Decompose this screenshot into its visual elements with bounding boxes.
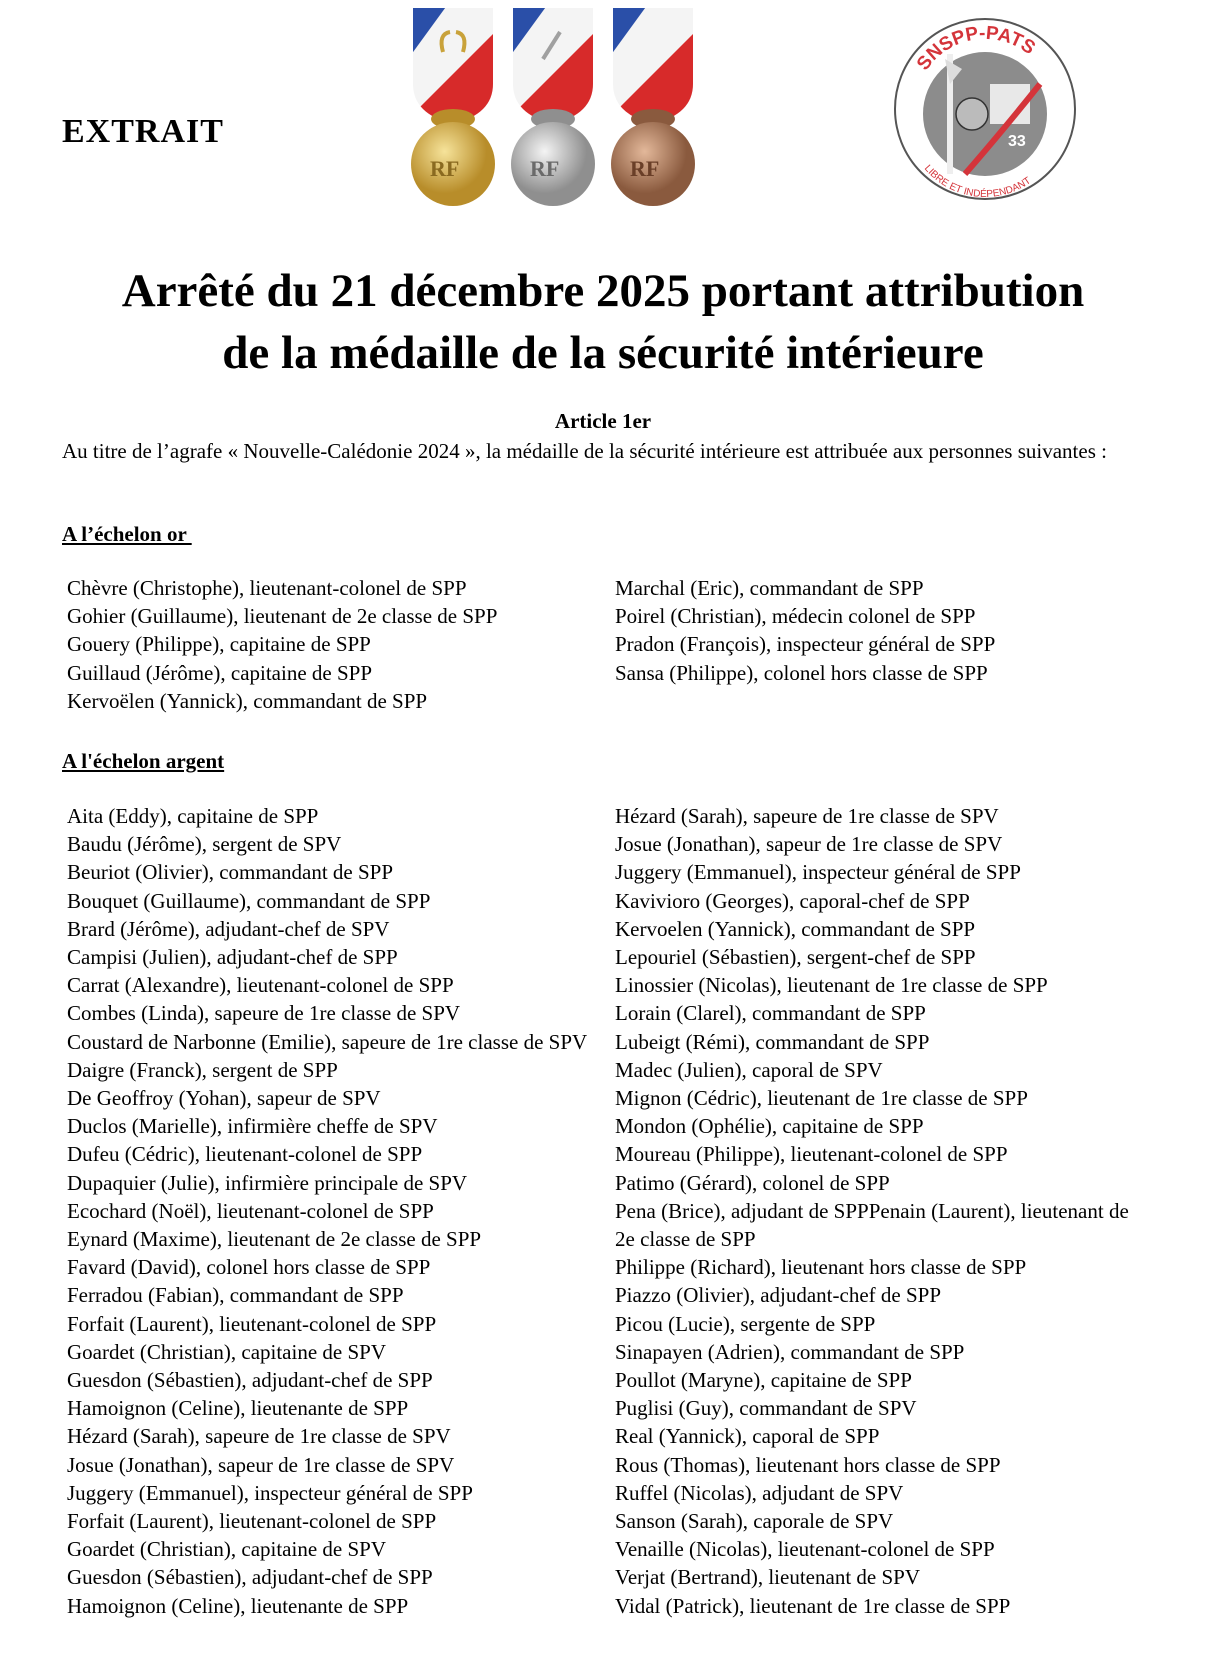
list-item: Hamoignon (Celine), lieutenante de SPP xyxy=(67,1396,409,1421)
argent-list-left: Aita (Eddy), capitaine de SPP Baudu (Jérô… xyxy=(67,802,601,1620)
list-item: Goardet (Christian), capitaine de SPV xyxy=(67,1537,386,1562)
list-item: Pena (Brice), adjudant de SPPPenain (Lau… xyxy=(615,1198,1129,1252)
list-item: Guesdon (Sébastien), adjudant-chef de SP… xyxy=(67,1368,433,1393)
list-item: Moureau (Philippe), lieutenant-colonel d… xyxy=(615,1142,1008,1167)
section-heading-or: A l’échelon or xyxy=(62,522,192,546)
list-item: Verjat (Bertrand), lieutenant de SPV xyxy=(615,1565,920,1590)
list-item: Vidal (Patrick), lieutenant de 1re class… xyxy=(615,1593,1011,1618)
list-item: Forfait (Laurent), lieutenant-colonel de… xyxy=(67,1509,437,1534)
list-item: Poullot (Maryne), capitaine de SPP xyxy=(615,1368,912,1393)
list-item: Dufeu (Cédric), lieutenant-colonel de SP… xyxy=(67,1142,423,1167)
list-item: Real (Yannick), caporal de SPP xyxy=(615,1424,880,1449)
list-item: Josue (Jonathan), sapeur de 1re classe d… xyxy=(615,832,1003,857)
list-item: Hézard (Sarah), sapeure de 1re classe de… xyxy=(615,804,999,828)
list-item: Duclos (Marielle), infirmière cheffe de … xyxy=(67,1114,438,1139)
list-item: Guillaud (Jérôme), capitaine de SPP xyxy=(67,660,373,685)
list-item: Beuriot (Olivier), commandant de SPP xyxy=(67,860,394,885)
list-item: Juggery (Emmanuel), inspecteur général d… xyxy=(67,1480,473,1505)
list-item: Chèvre (Christophe), lieutenant-colonel … xyxy=(67,576,467,600)
svg-text:RF: RF xyxy=(430,156,459,181)
list-item: Lorain (Clarel), commandant de SPP xyxy=(615,1001,926,1026)
list-item: Sinapayen (Adrien), commandant de SPP xyxy=(615,1339,965,1364)
medals-image: RF RF RF xyxy=(411,8,695,206)
medal-bronze-icon: RF xyxy=(611,8,695,206)
list-item: Hamoignon (Celine), lieutenante de SPP xyxy=(67,1593,409,1618)
list-item: Goardet (Christian), capitaine de SPV xyxy=(67,1339,386,1364)
medal-gold-icon: RF xyxy=(411,8,495,206)
page-title: Arrêté du 21 décembre 2025 portant attri… xyxy=(0,260,1206,384)
list-item: Aita (Eddy), capitaine de SPP xyxy=(67,804,319,828)
list-item: Marchal (Eric), commandant de SPP xyxy=(615,576,924,600)
list-item: Gouery (Philippe), capitaine de SPP xyxy=(67,632,371,657)
list-item: Coustard de Narbonne (Emilie), sapeure d… xyxy=(67,1029,588,1054)
list-item: Guesdon (Sébastien), adjudant-chef de SP… xyxy=(67,1565,433,1590)
list-item: Picou (Lucie), sergente de SPP xyxy=(615,1311,876,1336)
list-item: Mondon (Ophélie), capitaine de SPP xyxy=(615,1114,924,1139)
list-item: Puglisi (Guy), commandant de SPV xyxy=(615,1396,917,1421)
list-item: Venaille (Nicolas), lieutenant-colonel d… xyxy=(615,1537,995,1562)
list-item: Baudu (Jérôme), sergent de SPV xyxy=(67,832,342,857)
list-item: Dupaquier (Julie), infirmière principale… xyxy=(67,1170,468,1195)
list-item: Hézard (Sarah), sapeure de 1re classe de… xyxy=(67,1424,451,1449)
list-item: Favard (David), colonel hors classe de S… xyxy=(67,1255,431,1280)
medal-silver-icon: RF xyxy=(511,8,595,206)
list-item: Forfait (Laurent), lieutenant-colonel de… xyxy=(67,1311,437,1336)
list-item: Bouquet (Guillaume), commandant de SPP xyxy=(67,888,431,913)
list-item: Poirel (Christian), médecin colonel de S… xyxy=(615,604,976,629)
logo-number: 33 xyxy=(1008,133,1026,150)
list-item: Combes (Linda), sapeure de 1re classe de… xyxy=(67,1001,461,1026)
list-item: Kavivioro (Georges), caporal-chef de SPP xyxy=(615,888,970,913)
title-line-1: Arrêté du 21 décembre 2025 portant attri… xyxy=(121,265,1085,317)
list-item: Piazzo (Olivier), adjudant-chef de SPP xyxy=(615,1283,941,1308)
list-item: Juggery (Emmanuel), inspecteur général d… xyxy=(615,860,1021,885)
list-item: Carrat (Alexandre), lieutenant-colonel d… xyxy=(67,973,454,998)
list-item: Madec (Julien), caporal de SPV xyxy=(615,1057,883,1082)
list-item: Philippe (Richard), lieutenant hors clas… xyxy=(615,1255,1027,1280)
list-item: De Geoffroy (Yohan), sapeur de SPV xyxy=(67,1086,381,1111)
svg-text:RF: RF xyxy=(530,156,559,181)
list-item: Lubeigt (Rémi), commandant de SPP xyxy=(615,1029,930,1054)
list-item: Kervoëlen (Yannick), commandant de SPP xyxy=(67,688,428,713)
snspp-pats-logo: 33 SNSPP-PATS LIBRE ET INDÉPENDANT xyxy=(894,18,1076,200)
list-item: Brard (Jérôme), adjudant-chef de SPV xyxy=(67,916,390,941)
list-item: Daigre (Franck), sergent de SPP xyxy=(67,1057,338,1082)
list-item: Josue (Jonathan), sapeur de 1re classe d… xyxy=(67,1452,455,1477)
list-item: Lepouriel (Sébastien), sergent-chef de S… xyxy=(615,945,976,970)
list-item: Ecochard (Noël), lieutenant-colonel de S… xyxy=(67,1198,434,1223)
list-item: Sansa (Philippe), colonel hors classe de… xyxy=(615,660,988,685)
list-item: Sanson (Sarah), caporale de SPV xyxy=(615,1509,894,1534)
list-item: Linossier (Nicolas), lieutenant de 1re c… xyxy=(615,973,1048,998)
list-item: Patimo (Gérard), colonel de SPP xyxy=(615,1170,890,1195)
list-item: Pradon (François), inspecteur général de… xyxy=(615,632,996,657)
list-item: Eynard (Maxime), lieutenant de 2e classe… xyxy=(67,1227,482,1252)
argent-list-right: Hézard (Sarah), sapeure de 1re classe de… xyxy=(615,802,1145,1620)
list-item: Ruffel (Nicolas), adjudant de SPV xyxy=(615,1480,904,1505)
article-intro: Au titre de l’agrafe « Nouvelle-Calédoni… xyxy=(62,439,1107,463)
title-line-2: de la médaille de la sécurité intérieure xyxy=(222,327,984,379)
section-heading-argent: A l'échelon argent xyxy=(62,749,225,773)
list-item: Rous (Thomas), lieutenant hors classe de… xyxy=(615,1452,1001,1477)
list-item: Kervoelen (Yannick), commandant de SPP xyxy=(615,916,976,941)
list-item: Ferradou (Fabian), commandant de SPP xyxy=(67,1283,404,1308)
svg-text:RF: RF xyxy=(630,156,659,181)
list-item: Gohier (Guillaume), lieutenant de 2e cla… xyxy=(67,604,498,629)
list-item: Mignon (Cédric), lieutenant de 1re class… xyxy=(615,1086,1028,1111)
list-item: Campisi (Julien), adjudant-chef de SPP xyxy=(67,945,398,970)
or-list-right: Marchal (Eric), commandant de SPP Poirel … xyxy=(615,574,1145,687)
article-heading: Article 1er xyxy=(554,409,652,433)
or-list-left: Chèvre (Christophe), lieutenant-colonel … xyxy=(67,574,607,715)
extrait-label: EXTRAIT xyxy=(62,113,224,150)
